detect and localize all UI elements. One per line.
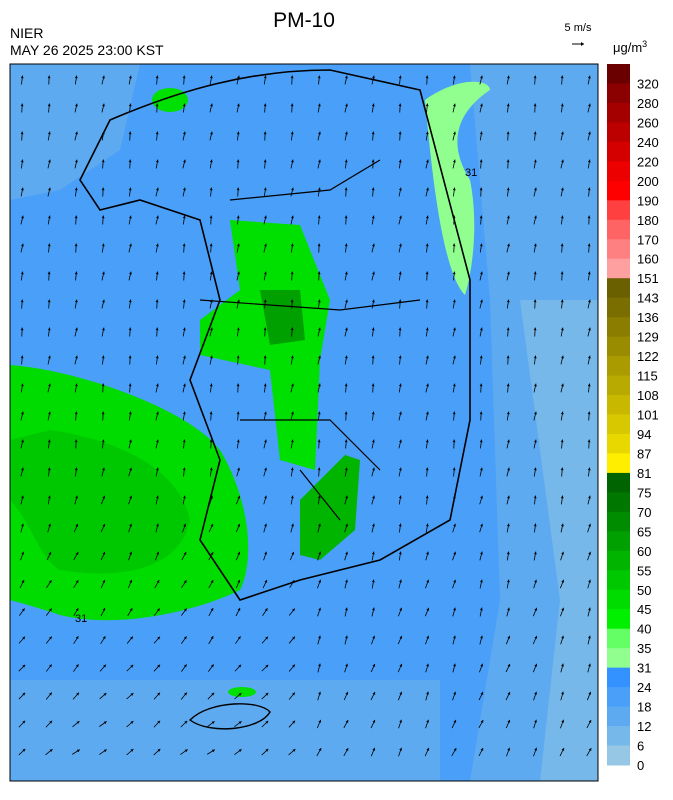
colorbar-label: 24 [637,680,651,695]
colorbar-band [607,531,630,551]
colorbar-band [607,746,630,766]
colorbar-band [607,687,630,707]
colorbar-band [607,726,630,746]
high-zone [152,88,188,112]
colorbar-band [607,648,630,668]
colorbar-band [607,181,630,201]
contour-label: 31 [465,167,477,179]
colorbar-label: 18 [637,700,651,715]
colorbar-band [607,376,630,396]
colorbar-label: 151 [637,271,659,286]
colorbar-band [607,453,630,473]
title: PM-10 [273,9,335,32]
colorbar-label: 115 [637,369,658,384]
colorbar-label: 220 [637,154,659,169]
colorbar-label: 160 [637,252,659,267]
colorbar-band [607,298,630,318]
colorbar-label: 70 [637,505,651,520]
colorbar-label: 129 [637,330,659,345]
timestamp: MAY 26 2025 23:00 KST [10,42,164,58]
colorbar-label: 101 [637,408,659,423]
colorbar-label: 50 [637,583,651,598]
colorbar-label: 87 [637,446,651,461]
colorbar-band [607,142,630,162]
colorbar-label: 55 [637,563,651,578]
colorbar-band [607,473,630,493]
colorbar-label: 35 [637,641,651,656]
colorbar-band [607,317,630,337]
colorbar-band [607,551,630,571]
map: 31 31 [10,64,598,781]
colorbar-label: 170 [637,232,659,247]
colorbar-label: 65 [637,524,651,539]
unit-exponent: 3 [642,39,647,49]
wind-scale-label: 5 m/s [565,22,592,34]
colorbar-band [607,629,630,649]
colorbar-label: 320 [637,76,659,91]
low-zone [10,680,440,781]
colorbar-label: 240 [637,135,659,150]
colorbar-label: 200 [637,174,659,189]
colorbar-band [607,356,630,376]
colorbar-band [607,590,630,610]
colorbar-band [607,200,630,220]
colorbar-label: 6 [637,739,644,754]
contour-label: 31 [75,613,87,625]
colorbar-label: 31 [637,661,651,676]
colorbar-label: 108 [637,388,659,403]
colorbar-band [607,570,630,590]
colorbar-band [607,239,630,259]
colorbar-band [607,83,630,103]
colorbar-label: 0 [637,758,644,773]
colorbar: 3202802602402202001901801701601511431361… [607,64,659,773]
colorbar-band [607,395,630,415]
colorbar-band [607,337,630,357]
colorbar-label: 81 [637,466,651,481]
colorbar-band [607,103,630,123]
colorbar-label: 143 [637,291,659,306]
agency: NIER [10,25,43,41]
colorbar-band [607,122,630,142]
colorbar-label: 45 [637,602,651,617]
colorbar-band [607,64,630,84]
colorbar-label: 40 [637,622,651,637]
colorbar-label: 60 [637,544,651,559]
unit: μg/m3 [613,39,647,55]
unit-base: μg/m [613,40,642,55]
colorbar-band [607,278,630,298]
colorbar-label: 122 [637,349,659,364]
colorbar-label: 136 [637,310,659,325]
colorbar-label: 12 [637,719,651,734]
colorbar-band [607,668,630,688]
colorbar-label: 280 [637,96,659,111]
colorbar-band [607,492,630,512]
colorbar-band [607,415,630,435]
colorbar-band [607,609,630,629]
colorbar-label: 94 [637,427,651,442]
high-zone [228,687,256,697]
colorbar-band [607,434,630,454]
colorbar-band [607,161,630,181]
colorbar-band [607,512,630,532]
colorbar-band [607,220,630,240]
colorbar-label: 260 [637,115,659,130]
colorbar-label: 190 [637,193,659,208]
colorbar-label: 180 [637,213,659,228]
colorbar-band [607,707,630,727]
wind-scale-head [581,42,584,46]
colorbar-band [607,259,630,279]
colorbar-label: 75 [637,485,651,500]
